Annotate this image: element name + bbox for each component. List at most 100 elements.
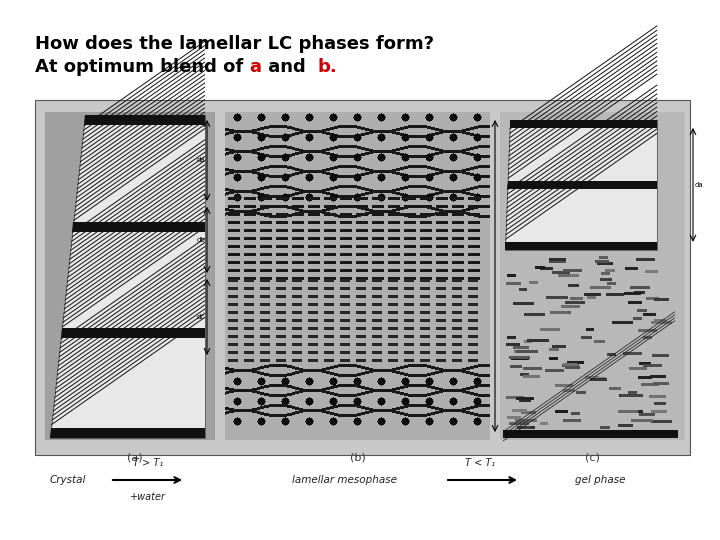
Polygon shape xyxy=(84,115,205,125)
Bar xyxy=(642,336,652,339)
Bar xyxy=(524,340,532,343)
Bar xyxy=(518,288,527,291)
Text: At optimum blend of: At optimum blend of xyxy=(35,58,250,76)
Bar xyxy=(624,267,638,270)
Text: lamellar mesophase: lamellar mesophase xyxy=(292,475,397,485)
Bar xyxy=(540,328,559,332)
Bar xyxy=(562,389,575,392)
Bar xyxy=(540,422,548,424)
Bar xyxy=(509,422,528,424)
Bar xyxy=(600,426,611,429)
Bar xyxy=(651,321,672,324)
Bar xyxy=(549,260,566,264)
Text: gel phase: gel phase xyxy=(575,475,625,485)
Bar xyxy=(554,410,568,413)
Text: b.: b. xyxy=(318,58,338,76)
Bar xyxy=(511,357,528,360)
Bar xyxy=(552,345,566,348)
Bar xyxy=(545,369,564,372)
Text: T > T₁: T > T₁ xyxy=(133,458,163,468)
Bar xyxy=(529,281,538,284)
Bar xyxy=(523,313,545,316)
Bar xyxy=(650,375,666,378)
Bar xyxy=(568,284,579,287)
Bar xyxy=(623,352,642,355)
Bar xyxy=(639,413,654,416)
Bar xyxy=(595,260,609,264)
Bar xyxy=(576,390,587,394)
Bar xyxy=(519,400,531,402)
Bar xyxy=(590,286,611,289)
Bar xyxy=(654,319,666,322)
Bar xyxy=(581,336,592,339)
Bar xyxy=(503,430,678,438)
Bar xyxy=(512,409,527,412)
Bar xyxy=(599,255,608,259)
Bar xyxy=(649,395,666,397)
Polygon shape xyxy=(60,328,205,338)
Bar xyxy=(629,301,642,304)
Bar xyxy=(508,415,521,418)
Bar xyxy=(645,270,658,273)
Bar xyxy=(629,286,650,289)
Bar xyxy=(639,362,652,366)
Bar xyxy=(549,258,565,261)
Bar xyxy=(652,354,669,357)
Bar xyxy=(553,310,572,314)
Bar xyxy=(35,100,690,455)
Bar xyxy=(505,282,521,285)
Bar xyxy=(646,298,660,300)
Bar xyxy=(523,367,541,370)
Bar xyxy=(563,268,582,272)
Bar xyxy=(518,426,531,429)
Bar xyxy=(551,311,568,314)
Bar xyxy=(567,361,584,364)
Bar xyxy=(523,375,540,378)
Bar xyxy=(643,364,662,367)
Bar xyxy=(510,364,522,368)
Bar xyxy=(561,305,580,308)
Polygon shape xyxy=(510,120,657,128)
Bar xyxy=(630,410,643,413)
Bar xyxy=(595,340,605,343)
Bar xyxy=(555,384,572,387)
Polygon shape xyxy=(505,120,657,250)
Bar xyxy=(607,353,616,356)
Bar xyxy=(587,296,596,299)
Bar xyxy=(605,268,615,272)
Text: (b): (b) xyxy=(350,453,365,463)
Text: Crystal: Crystal xyxy=(50,475,86,485)
Bar xyxy=(507,274,516,277)
Bar xyxy=(586,328,595,332)
Bar xyxy=(516,350,538,353)
Bar xyxy=(654,402,667,406)
Bar xyxy=(515,419,536,422)
Bar xyxy=(565,366,580,369)
Bar xyxy=(585,293,601,296)
Polygon shape xyxy=(50,428,205,438)
Bar xyxy=(638,376,652,380)
Bar xyxy=(624,292,641,294)
Bar xyxy=(520,373,528,376)
Bar xyxy=(546,296,568,300)
Bar xyxy=(600,272,610,275)
Bar xyxy=(562,364,579,367)
Bar xyxy=(607,282,616,285)
Bar xyxy=(500,112,685,440)
Bar xyxy=(45,112,215,440)
Bar xyxy=(585,376,598,379)
Bar xyxy=(545,369,557,372)
Text: da: da xyxy=(695,182,703,188)
Text: da: da xyxy=(197,158,205,164)
Bar xyxy=(509,356,530,359)
Bar xyxy=(644,364,657,367)
Text: +water: +water xyxy=(130,492,166,502)
Bar xyxy=(618,424,633,427)
Text: (c): (c) xyxy=(585,453,600,463)
Text: and: and xyxy=(261,58,318,76)
Bar xyxy=(513,347,528,349)
Bar xyxy=(606,293,624,296)
Bar xyxy=(637,309,647,312)
Polygon shape xyxy=(73,221,205,232)
Bar xyxy=(549,357,558,360)
